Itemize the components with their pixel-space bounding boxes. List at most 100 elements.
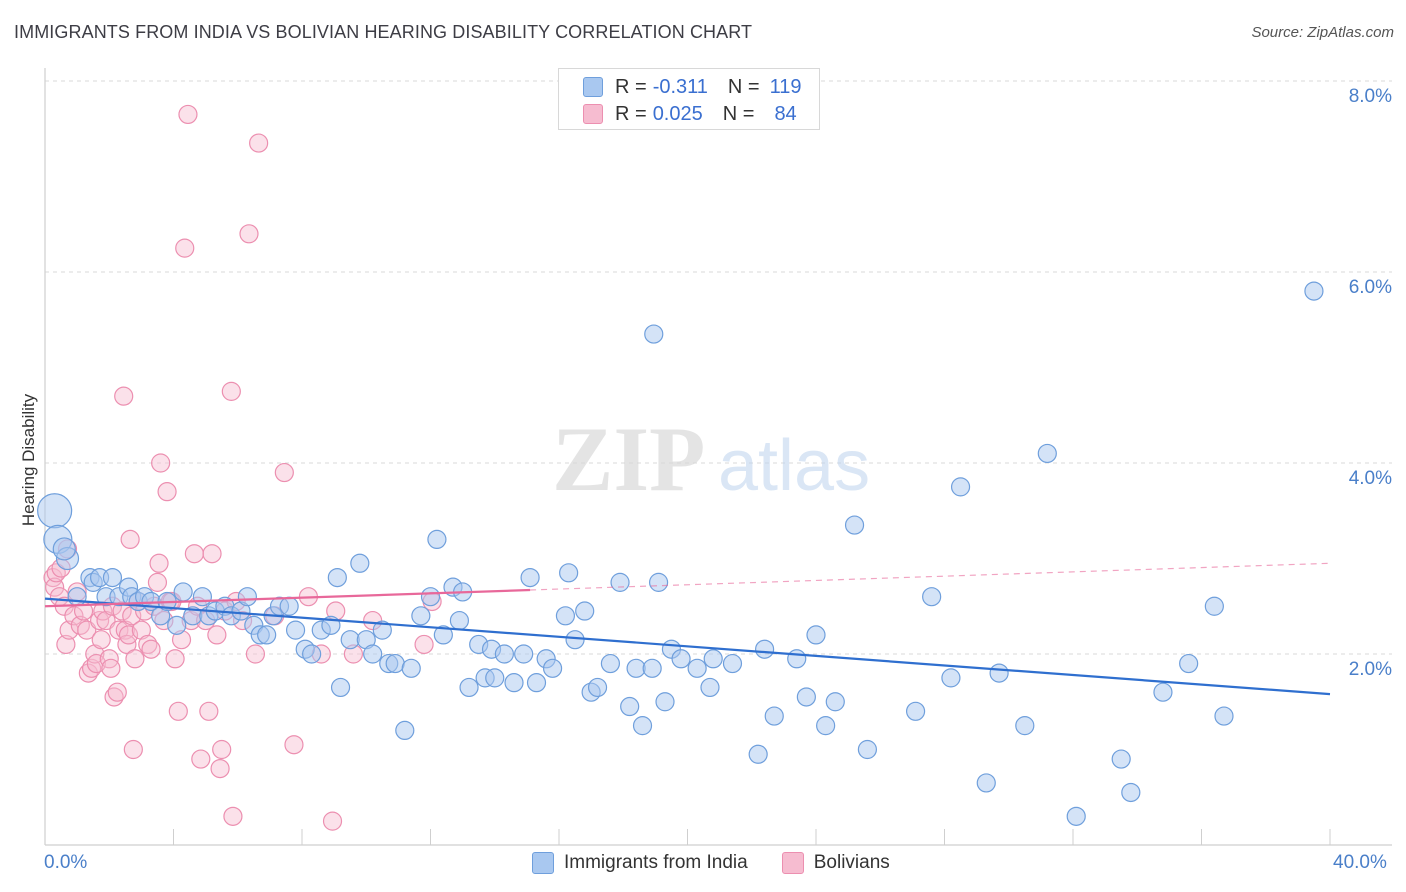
india-point — [620, 696, 640, 717]
bolivians-point — [141, 639, 161, 659]
bolivians-point — [131, 620, 151, 640]
india-point — [520, 567, 540, 588]
india-point — [754, 639, 775, 659]
legend-item-bolivians: Bolivians — [781, 852, 890, 874]
legend-row-bolivians: R = 0.025 N = 84 — [583, 101, 797, 127]
india-point — [565, 630, 585, 650]
india-point — [787, 649, 807, 669]
india-point — [1066, 806, 1086, 826]
india-point — [559, 563, 579, 583]
india-point — [642, 658, 662, 678]
india-point — [825, 692, 845, 712]
bolivians-point — [120, 529, 140, 550]
india-point — [395, 720, 415, 741]
india-point — [52, 537, 76, 561]
india-swatch — [532, 852, 554, 874]
india-point — [340, 630, 360, 650]
india-point — [526, 673, 547, 693]
india-point — [1015, 716, 1035, 736]
india-point — [655, 692, 675, 712]
chart-title: IMMIGRANTS FROM INDIA VS BOLIVIAN HEARIN… — [14, 22, 753, 42]
india-point — [555, 606, 576, 626]
india-point — [102, 567, 123, 588]
r-value: -0.311 — [652, 75, 708, 98]
bolivians-point — [202, 544, 222, 564]
legend-item-india: Immigrants from India — [532, 852, 748, 874]
bolivians-point — [151, 453, 171, 473]
india-point — [941, 668, 961, 688]
bolivians-point — [284, 735, 304, 755]
india-point — [350, 553, 370, 573]
india-point — [976, 773, 996, 793]
correlation-legend: R = -0.311 N = 119 R = 0.025 N = 84 — [558, 68, 820, 130]
bolivians-point — [117, 634, 137, 655]
bolivians-point — [207, 625, 227, 645]
india-point — [1204, 596, 1224, 616]
india-point — [950, 477, 971, 497]
bolivians-point — [56, 634, 76, 655]
n-value: 119 — [769, 75, 802, 98]
india-point — [626, 658, 646, 678]
bolivians-point — [414, 634, 434, 655]
bolivians-point — [114, 386, 134, 406]
watermark-atlas: atlas — [718, 426, 870, 506]
india-point — [427, 529, 447, 550]
india-point — [372, 620, 392, 640]
india-point — [722, 653, 743, 674]
india-point — [433, 625, 453, 645]
y-tick-label: 6.0% — [1348, 277, 1392, 298]
india-point — [449, 610, 470, 631]
bolivians-point — [45, 577, 65, 597]
axes — [44, 68, 1392, 846]
india-point — [748, 744, 768, 764]
india-point — [632, 716, 653, 736]
y-tick-label: 8.0% — [1348, 86, 1392, 107]
india-point — [385, 653, 405, 674]
india-point — [844, 515, 865, 535]
bolivians-trend-line — [44, 588, 531, 608]
bolivians-point — [223, 806, 243, 826]
bolivians-point — [99, 649, 119, 669]
bolivians-point — [191, 749, 211, 769]
india-point — [1111, 749, 1131, 769]
bolivians-point — [101, 658, 121, 678]
india-point — [989, 663, 1009, 683]
india-trend-line — [44, 597, 1331, 696]
bolivians-point — [239, 224, 259, 244]
x-tick-label: 40.0% — [1333, 852, 1387, 873]
bolivians-swatch — [583, 104, 603, 124]
bolivians-swatch — [781, 852, 804, 874]
r-value: 0.025 — [652, 102, 703, 125]
bolivians-point — [199, 701, 219, 721]
india-point — [285, 620, 306, 640]
india-point — [687, 658, 707, 678]
india-point — [485, 668, 505, 688]
india-series — [37, 281, 1324, 826]
x-tick-label: 0.0% — [44, 852, 88, 873]
india-point — [302, 644, 322, 664]
india-point — [857, 739, 878, 760]
india-point — [806, 625, 826, 645]
india-point — [1037, 443, 1057, 464]
bolivians-point — [274, 462, 294, 483]
bolivians-point — [157, 482, 177, 502]
legend-row-india: R = -0.311 N = 119 — [583, 74, 802, 100]
bolivians-point — [322, 811, 343, 831]
india-point — [363, 644, 383, 664]
india-point — [648, 572, 669, 592]
india-point — [459, 677, 479, 698]
india-point — [67, 587, 87, 607]
india-point — [816, 716, 836, 736]
india-point — [796, 687, 816, 707]
india-point — [420, 587, 441, 607]
india-point — [327, 567, 347, 588]
n-label: N = — [722, 102, 755, 125]
bolivians-point — [221, 381, 241, 401]
india-point — [514, 644, 534, 664]
india-point — [173, 582, 193, 602]
india-point — [257, 625, 277, 645]
india-point — [494, 644, 514, 664]
n-value: 84 — [774, 102, 797, 125]
bolivians-point — [64, 606, 84, 626]
